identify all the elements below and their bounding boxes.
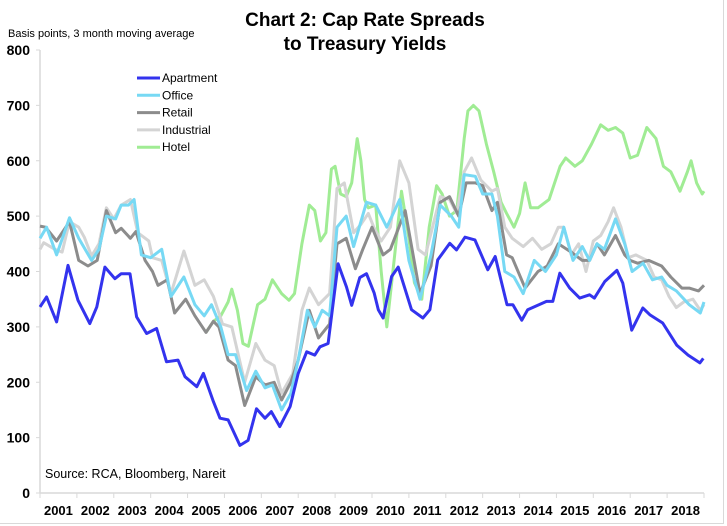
x-tick-label: 2006	[228, 503, 257, 518]
source-note: Source: RCA, Bloomberg, Nareit	[45, 467, 226, 481]
x-tick-label: 2002	[81, 503, 110, 518]
y-tick-label: 700	[7, 97, 31, 113]
y-tick-label: 300	[7, 319, 31, 335]
x-tick-label: 2010	[376, 503, 405, 518]
y-tick-label: 600	[7, 153, 31, 169]
x-tick-label: 2015	[560, 503, 589, 518]
legend-label-industrial: Industrial	[162, 123, 211, 137]
x-tick-label: 2005	[192, 503, 221, 518]
legend-label-retail: Retail	[162, 106, 193, 120]
x-tick-label: 2018	[671, 503, 700, 518]
legend-label-hotel: Hotel	[162, 140, 190, 154]
y-tick-label: 500	[7, 208, 31, 224]
y-tick-label: 0	[22, 485, 30, 501]
x-tick-label: 2017	[634, 503, 663, 518]
legend-label-apartment: Apartment	[162, 71, 218, 85]
series-line-hotel	[204, 103, 706, 348]
chart-title: Chart 2: Cap Rate Spreads	[245, 10, 485, 31]
x-tick-label: 2008	[302, 503, 331, 518]
x-tick-label: 2016	[597, 503, 626, 518]
y-tick-label: 400	[7, 264, 31, 280]
series-line-retail	[39, 181, 706, 407]
series-line-apartment	[38, 235, 705, 447]
legend-label-office: Office	[162, 88, 193, 102]
y-axis-label: Basis points, 3 month moving average	[8, 28, 195, 40]
x-tick-label: 2004	[155, 503, 185, 518]
x-tick-label: 2013	[487, 503, 516, 518]
x-tick-label: 2001	[44, 503, 73, 518]
series-line-office	[38, 173, 706, 412]
x-tick-label: 2009	[339, 503, 368, 518]
x-tick-label: 2012	[450, 503, 479, 518]
chart-title-line2: to Treasury Yields	[283, 34, 447, 55]
y-tick-label: 800	[7, 42, 31, 58]
y-tick-label: 100	[7, 430, 31, 446]
x-tick-label: 2014	[524, 503, 554, 518]
x-tick-label: 2003	[118, 503, 147, 518]
series-line-industrial	[38, 156, 706, 395]
x-tick-label: 2011	[413, 503, 441, 518]
x-tick-label: 2007	[265, 503, 294, 518]
y-tick-label: 200	[7, 374, 31, 390]
